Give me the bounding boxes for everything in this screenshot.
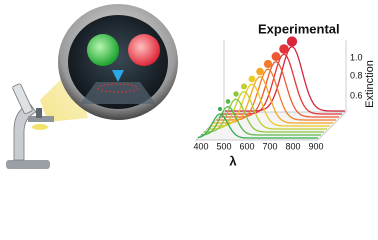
particle [240,83,248,90]
y-tick-label: 0.6 [350,90,363,100]
spectrum-curve [197,113,318,139]
x-tick-label: 900 [308,141,323,151]
particle [279,44,289,54]
x-tick-label: 800 [285,141,300,151]
y-tick-label: 0.8 [350,70,363,80]
particle [286,36,298,47]
spectra [197,36,345,139]
x-tick-label: 400 [193,141,208,151]
particle [225,99,231,104]
particle [256,67,264,76]
particle [218,107,222,111]
particle [271,52,281,61]
lens [58,4,178,120]
x-axis-label: λ [229,153,237,168]
particle [233,91,239,97]
spectrum-curve [207,91,327,130]
particle [263,59,273,69]
plot-title: Experimental [258,21,340,36]
particle [248,75,256,83]
spectrum-curve [219,60,339,118]
microscope [6,83,54,169]
y-axis-label: Extinction [364,60,376,108]
spectrum-curve [203,98,324,133]
x-tick-label: 500 [216,141,231,151]
spectrum-curve [222,53,342,115]
spectrum-curve [200,105,321,136]
y-tick-label: 1.0 [350,52,363,62]
spectrum-curve [216,68,336,121]
x-tick-label: 700 [262,141,277,151]
spectrum-curve [210,83,330,127]
x-tick-label: 600 [239,141,254,151]
graphic: Experimental Extinction λ 1.0 0.8 0.6 400 50… [6,4,376,169]
